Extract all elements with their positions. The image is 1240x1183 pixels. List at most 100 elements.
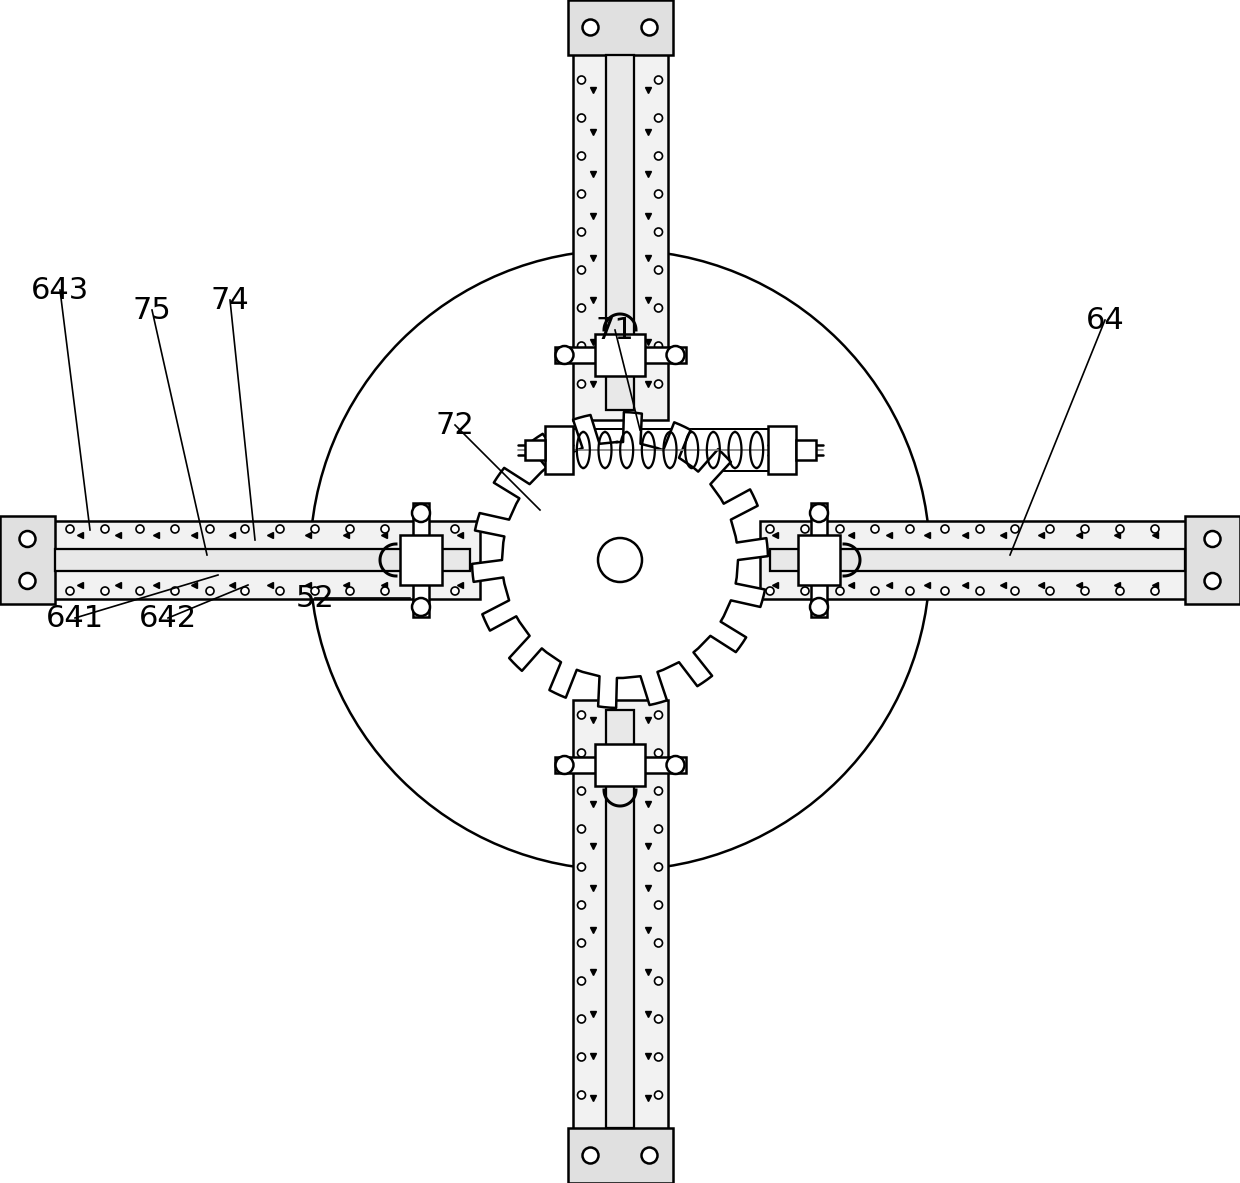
Bar [0,521,480,599]
Bar [595,744,645,786]
Circle shape [310,250,930,870]
Circle shape [241,525,249,534]
Circle shape [766,525,774,534]
Bar [401,535,441,586]
Circle shape [451,525,459,534]
Bar [568,0,672,54]
Circle shape [578,901,585,909]
Bar [770,549,1185,571]
Circle shape [598,538,642,582]
Circle shape [655,228,662,235]
Bar [554,347,686,363]
Bar [544,426,573,474]
Circle shape [655,787,662,795]
Circle shape [578,711,585,719]
Circle shape [578,977,585,985]
Circle shape [578,1053,585,1061]
Circle shape [766,587,774,595]
Text: 72: 72 [435,411,475,440]
Circle shape [578,304,585,312]
Circle shape [1204,573,1220,589]
Circle shape [655,711,662,719]
Circle shape [277,525,284,534]
Circle shape [241,587,249,595]
Circle shape [381,587,389,595]
Text: 643: 643 [31,276,89,304]
Circle shape [655,304,662,312]
Circle shape [311,525,319,534]
Circle shape [451,587,459,595]
Circle shape [655,190,662,198]
Text: 642: 642 [139,603,197,633]
Circle shape [578,864,585,871]
Circle shape [655,76,662,84]
Bar [568,1129,672,1183]
Circle shape [801,525,808,534]
Circle shape [906,525,914,534]
Circle shape [277,587,284,595]
Circle shape [870,525,879,534]
Circle shape [578,825,585,833]
Bar [1185,516,1240,605]
Circle shape [206,587,215,595]
Circle shape [346,525,353,534]
Bar [796,440,816,460]
Circle shape [1116,587,1123,595]
Circle shape [100,587,109,595]
Circle shape [556,345,573,364]
Circle shape [583,19,599,35]
Circle shape [20,531,36,547]
Circle shape [578,76,585,84]
Circle shape [415,587,424,595]
Circle shape [66,587,74,595]
Circle shape [578,380,585,388]
Circle shape [1116,525,1123,534]
Circle shape [136,525,144,534]
Circle shape [655,864,662,871]
Circle shape [655,825,662,833]
Circle shape [136,587,144,595]
Bar [525,440,544,460]
Circle shape [583,1148,599,1164]
Circle shape [801,587,808,595]
Circle shape [1151,587,1159,595]
Circle shape [655,977,662,985]
Circle shape [941,525,949,534]
Circle shape [655,380,662,388]
Circle shape [578,787,585,795]
Circle shape [655,1015,662,1023]
Circle shape [1204,531,1220,547]
Circle shape [836,525,844,534]
Circle shape [578,228,585,235]
Circle shape [578,1091,585,1099]
Circle shape [412,504,430,522]
Circle shape [578,190,585,198]
Circle shape [667,345,684,364]
Circle shape [976,525,985,534]
Bar [413,503,429,618]
Text: 74: 74 [211,285,249,315]
Circle shape [171,587,179,595]
Bar [606,710,634,1129]
Text: 75: 75 [133,296,171,324]
Circle shape [941,587,949,595]
Circle shape [810,504,828,522]
Bar [606,54,634,411]
Circle shape [870,587,879,595]
Circle shape [171,525,179,534]
Circle shape [578,939,585,948]
Bar [0,516,55,605]
Circle shape [906,587,914,595]
Circle shape [1081,587,1089,595]
Text: 641: 641 [46,603,104,633]
Circle shape [655,266,662,274]
Circle shape [1081,525,1089,534]
Bar [768,426,796,474]
Circle shape [641,19,657,35]
Circle shape [1047,525,1054,534]
Circle shape [578,114,585,122]
Circle shape [206,525,215,534]
Circle shape [20,573,36,589]
Circle shape [1011,525,1019,534]
Circle shape [810,597,828,616]
